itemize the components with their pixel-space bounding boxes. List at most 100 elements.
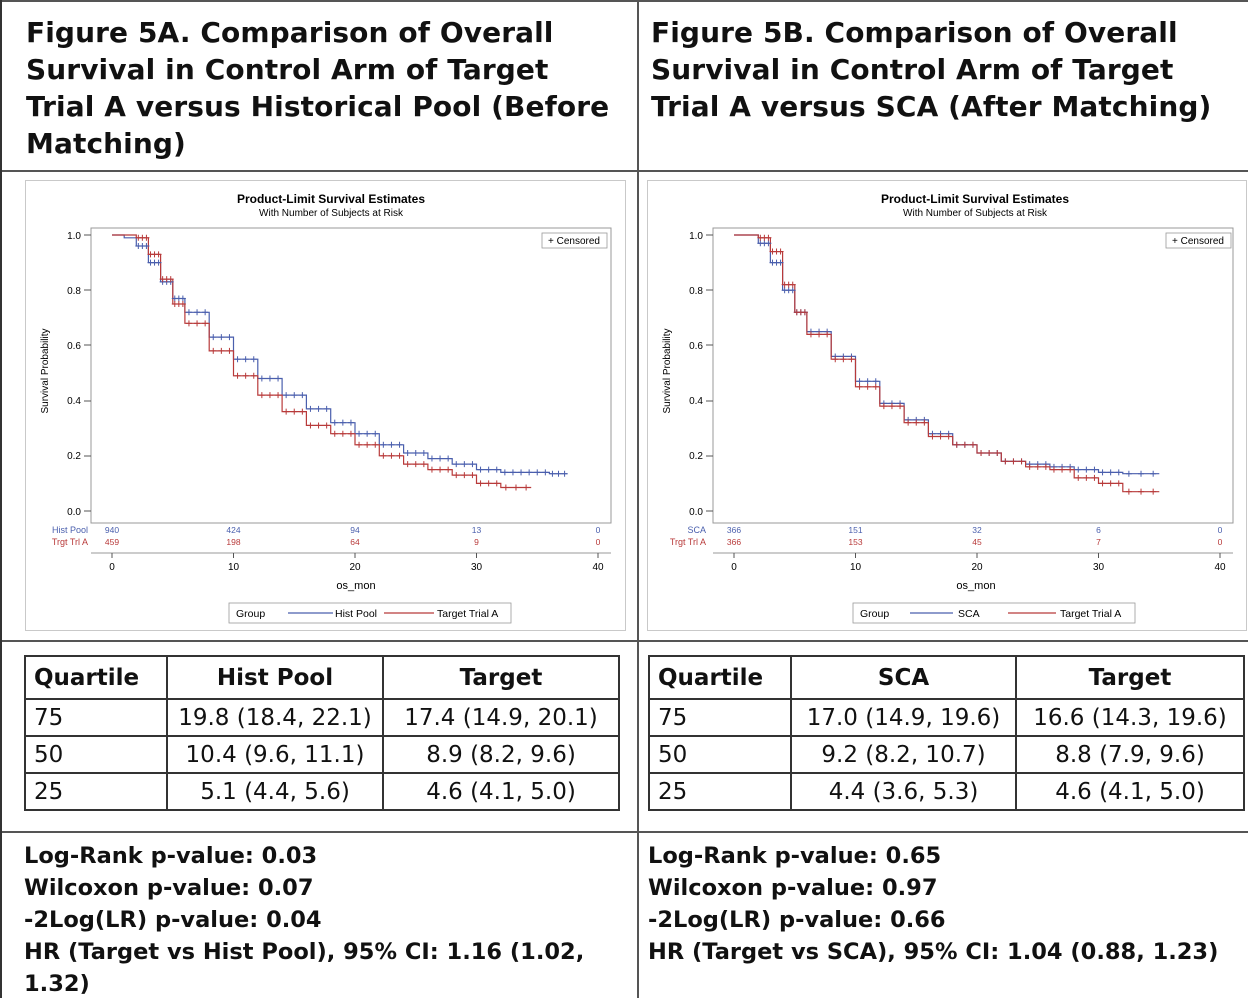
- censor-mark: [485, 466, 492, 473]
- censor-mark: [412, 461, 419, 468]
- log-rank-pvalue: Log-Rank p-value: 0.65: [648, 843, 942, 869]
- censor-mark: [512, 484, 519, 491]
- risk-row-label: Hist Pool: [52, 525, 88, 535]
- risk-count: 13: [472, 525, 482, 535]
- censor-mark: [493, 466, 500, 473]
- y-tick-label: 0.6: [67, 341, 81, 352]
- censor-mark: [777, 259, 784, 266]
- censor-mark: [969, 441, 976, 448]
- censor-mark: [291, 408, 298, 415]
- censor-mark: [549, 470, 556, 477]
- censor-mark: [816, 331, 823, 338]
- risk-row-label: Trgt Trl A: [52, 537, 88, 547]
- table-cell: 19.8 (18.4, 22.1): [166, 698, 384, 737]
- table-cell: 17.4 (14.9, 20.1): [382, 698, 620, 737]
- censor-mark: [1059, 466, 1066, 473]
- censor-mark: [978, 450, 985, 457]
- censor-mark: [872, 383, 879, 390]
- censor-mark: [1083, 466, 1090, 473]
- censor-mark: [364, 441, 371, 448]
- risk-count: 32: [972, 525, 982, 535]
- censor-mark: [226, 347, 233, 354]
- censor-mark: [356, 441, 363, 448]
- censor-mark: [250, 372, 257, 379]
- censor-mark: [501, 469, 508, 476]
- column-header: SCA: [790, 655, 1017, 700]
- table-row: 25 5.1 (4.4, 5.6) 4.6 (4.1, 5.0): [24, 772, 620, 811]
- x-tick-label: 0: [109, 562, 115, 573]
- censor-mark: [1107, 469, 1114, 476]
- risk-count: 45: [972, 537, 982, 547]
- censor-mark: [266, 392, 273, 399]
- censored-legend: + Censored: [548, 236, 600, 247]
- y-axis-label: Survival Probability: [662, 328, 673, 413]
- table-cell: 25: [24, 772, 168, 811]
- censor-mark: [445, 455, 452, 462]
- censor-mark: [1125, 488, 1132, 495]
- censor-mark: [1002, 458, 1009, 465]
- censor-mark: [888, 403, 895, 410]
- censor-mark: [542, 469, 549, 476]
- x-ticks: 0 10 20 30 40: [731, 553, 1226, 573]
- censor-mark: [1107, 480, 1114, 487]
- risk-row-label: SCA: [687, 525, 706, 535]
- table-cell: 4.4 (3.6, 5.3): [790, 772, 1017, 811]
- table-header-row: Quartile SCA Target: [648, 655, 1245, 700]
- y-tick-label: 1.0: [67, 231, 81, 242]
- legend-label-target-trial-a: Target Trial A: [437, 608, 498, 620]
- censor-mark: [453, 472, 460, 479]
- table-cell: 10.4 (9.6, 11.1): [166, 735, 384, 774]
- x-tick-label: 40: [592, 562, 604, 573]
- table-cell: 8.8 (7.9, 9.6): [1015, 735, 1245, 774]
- censor-mark: [765, 234, 772, 241]
- censor-mark: [315, 405, 322, 412]
- x-tick-label: 40: [1214, 562, 1226, 573]
- censor-mark: [1138, 488, 1145, 495]
- title-divider: [2, 170, 1248, 172]
- table-divider: [2, 831, 1248, 833]
- series-lines: [112, 234, 568, 489]
- risk-row-label: Trgt Trl A: [670, 537, 706, 547]
- table-cell: 25: [648, 772, 792, 811]
- censor-mark: [420, 461, 427, 468]
- wilcoxon-pvalue: Wilcoxon p-value: 0.07: [24, 875, 314, 901]
- y-axis-label: Survival Probability: [40, 328, 51, 413]
- y-tick-label: 0.4: [67, 396, 81, 407]
- censor-mark: [372, 441, 379, 448]
- censor-mark: [461, 461, 468, 468]
- censor-mark: [275, 392, 282, 399]
- censor-mark: [323, 405, 330, 412]
- legend-title: Group: [236, 608, 265, 620]
- table-header-row: Quartile Hist Pool Target: [24, 655, 620, 700]
- x-axis-label: os_mon: [336, 580, 375, 592]
- censor-mark: [1067, 466, 1074, 473]
- series-line-target-trial-a: [112, 234, 532, 489]
- censor-marks-target-trial-a: [135, 234, 530, 491]
- x-tick-label: 10: [228, 562, 240, 573]
- group-legend: [228, 602, 512, 624]
- censor-mark: [179, 301, 186, 307]
- censor-mark: [1091, 466, 1098, 473]
- risk-count: 153: [848, 537, 862, 547]
- x-tick-label: 30: [471, 562, 483, 573]
- censor-mark: [945, 433, 952, 440]
- censor-mark: [250, 356, 257, 363]
- figure-5b-title: Figure 5B. Comparison of Overall Surviva…: [651, 16, 1212, 123]
- censor-mark: [372, 430, 379, 437]
- censor-mark: [242, 372, 249, 379]
- y-ticks: 0.0 0.2 0.4 0.6 0.8 1.0: [67, 231, 91, 518]
- table-cell: 75: [648, 698, 792, 737]
- censor-mark: [339, 430, 346, 437]
- chart-subtitle: With Number of Subjects at Risk: [259, 208, 404, 219]
- censor-mark: [937, 433, 944, 440]
- y-tick-label: 0.8: [689, 286, 703, 297]
- y-ticks: 0.0 0.2 0.4 0.6 0.8 1.0: [689, 231, 713, 518]
- censor-mark: [526, 469, 533, 476]
- censor-marks-target-trial-a: [757, 234, 1157, 495]
- table-cell: 4.6 (4.1, 5.0): [1015, 772, 1245, 811]
- hazard-ratio: HR (Target vs SCA), 95% CI: 1.04 (0.88, …: [648, 939, 1219, 965]
- censor-marks-sca: [757, 240, 1157, 477]
- censor-mark: [420, 450, 427, 457]
- censor-mark: [953, 441, 960, 448]
- risk-count: 64: [350, 537, 360, 547]
